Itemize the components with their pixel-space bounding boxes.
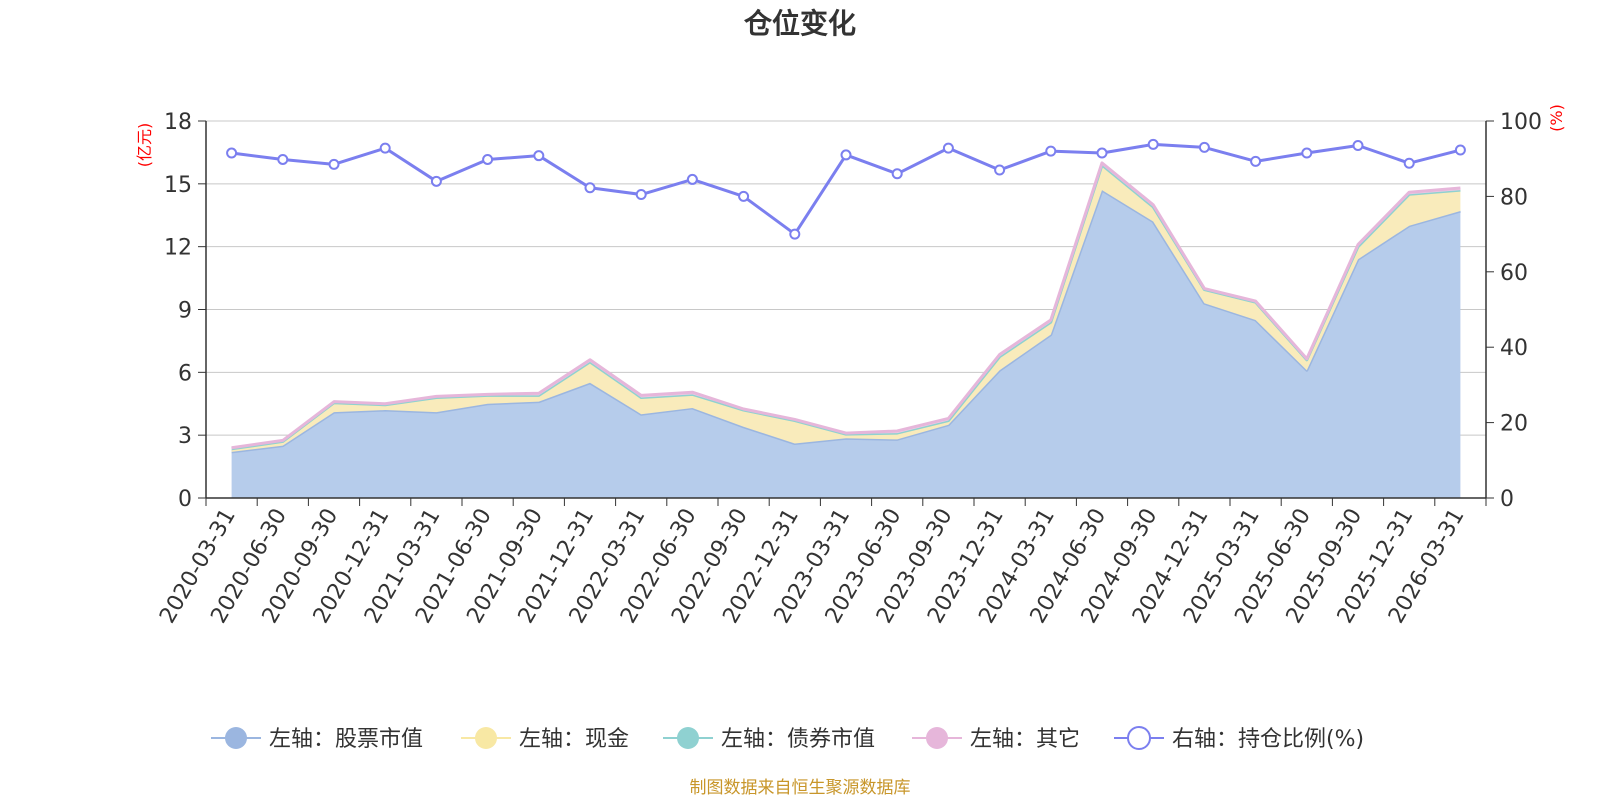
ratio-point bbox=[1301, 147, 1313, 159]
ratio-point bbox=[994, 164, 1006, 176]
holding-ratio-line bbox=[226, 138, 1466, 240]
ratio-point bbox=[635, 189, 647, 201]
ratio-point bbox=[789, 228, 801, 240]
legend-marker bbox=[677, 727, 699, 749]
ratio-point bbox=[379, 142, 391, 154]
left-axis-tick-label: 9 bbox=[178, 299, 192, 324]
area-line-左轴：其它 bbox=[231, 161, 1461, 450]
ratio-point bbox=[942, 142, 954, 154]
ratio-point bbox=[1147, 138, 1159, 150]
ratio-point bbox=[1096, 147, 1108, 159]
ratio-point bbox=[1403, 157, 1415, 169]
left-axis-tick-label: 6 bbox=[178, 361, 192, 386]
legend-label: 左轴：现金 bbox=[519, 727, 629, 752]
right-axis-tick-label: 40 bbox=[1500, 336, 1528, 361]
right-axis-tick-label: 80 bbox=[1500, 185, 1528, 210]
ratio-point bbox=[277, 153, 289, 165]
legend-label: 右轴：持仓比例(%) bbox=[1172, 727, 1364, 752]
right-axis-tick-label: 0 bbox=[1500, 487, 1514, 512]
ratio-point bbox=[482, 153, 494, 165]
right-axis-tick-label: 60 bbox=[1500, 261, 1528, 286]
left-axis-tick-label: 18 bbox=[164, 110, 192, 135]
left-axis-unit: (亿元) bbox=[135, 123, 154, 168]
legend-marker bbox=[926, 727, 948, 749]
right-axis-unit: (%) bbox=[1547, 104, 1566, 132]
legend-item: 左轴：其它 bbox=[912, 727, 1080, 752]
legend-marker bbox=[1127, 726, 1151, 750]
legend: 左轴：股票市值 左轴：现金 左轴：债券市值 左轴：其它 右轴：持仓比例(%) bbox=[211, 726, 1364, 752]
ratio-point bbox=[533, 150, 545, 162]
right-axis-tick-label: 100 bbox=[1500, 110, 1542, 135]
legend-marker bbox=[475, 727, 497, 749]
left-axis-tick-label: 12 bbox=[164, 236, 192, 261]
ratio-point bbox=[1352, 140, 1364, 152]
ratio-point bbox=[1045, 145, 1057, 157]
ratio-point bbox=[1250, 155, 1262, 167]
ratio-point bbox=[430, 175, 442, 187]
ratio-point bbox=[584, 182, 596, 194]
ratio-point bbox=[328, 158, 340, 170]
legend-label: 左轴：债券市值 bbox=[721, 727, 875, 752]
legend-marker bbox=[225, 727, 247, 749]
ratio-point bbox=[1198, 141, 1210, 153]
source-note: 制图数据来自恒生聚源数据库 bbox=[690, 778, 911, 798]
legend-item: 右轴：持仓比例(%) bbox=[1114, 726, 1364, 752]
ratio-point bbox=[840, 149, 852, 161]
left-axis-tick-label: 3 bbox=[178, 424, 192, 449]
ratio-point bbox=[226, 147, 238, 159]
ratio-point bbox=[1454, 144, 1466, 156]
ratio-point bbox=[686, 173, 698, 185]
left-axis-tick-label: 0 bbox=[178, 487, 192, 512]
stacked-areas bbox=[231, 161, 1461, 498]
chart-title: 仓位变化 bbox=[744, 7, 856, 40]
ratio-point bbox=[891, 168, 903, 180]
left-axis-tick-label: 15 bbox=[164, 173, 192, 198]
area-左轴：股票市值 bbox=[231, 190, 1461, 498]
legend-item: 左轴：债券市值 bbox=[663, 727, 875, 752]
right-axis-tick-label: 20 bbox=[1500, 412, 1528, 437]
legend-label: 左轴：股票市值 bbox=[269, 727, 423, 752]
legend-item: 左轴：现金 bbox=[461, 727, 629, 752]
legend-label: 左轴：其它 bbox=[970, 727, 1080, 752]
legend-item: 左轴：股票市值 bbox=[211, 727, 423, 752]
ratio-point bbox=[738, 190, 750, 202]
